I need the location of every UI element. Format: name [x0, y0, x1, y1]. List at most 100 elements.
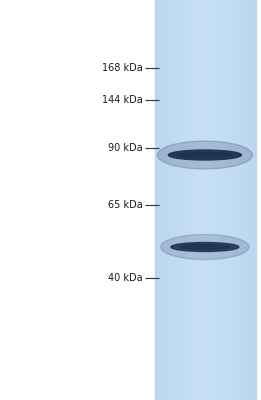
- Bar: [159, 0, 160, 400]
- Bar: [226, 0, 227, 400]
- Bar: [194, 0, 195, 400]
- Bar: [199, 0, 200, 400]
- Bar: [253, 0, 254, 400]
- Bar: [163, 0, 164, 400]
- Bar: [158, 0, 159, 400]
- Bar: [180, 0, 181, 400]
- Bar: [162, 0, 163, 400]
- Bar: [242, 0, 243, 400]
- Bar: [169, 0, 170, 400]
- Bar: [210, 0, 211, 400]
- Bar: [183, 0, 184, 400]
- Bar: [236, 0, 237, 400]
- Bar: [232, 0, 233, 400]
- Bar: [165, 0, 166, 400]
- Bar: [208, 0, 209, 400]
- Bar: [241, 0, 242, 400]
- Bar: [231, 0, 232, 400]
- Ellipse shape: [177, 152, 232, 158]
- Bar: [216, 0, 217, 400]
- Bar: [244, 0, 245, 400]
- Bar: [255, 0, 256, 400]
- Bar: [227, 0, 228, 400]
- Bar: [184, 0, 185, 400]
- Bar: [168, 0, 169, 400]
- Bar: [181, 0, 182, 400]
- Bar: [174, 0, 175, 400]
- Bar: [205, 0, 206, 400]
- Bar: [233, 0, 234, 400]
- Bar: [246, 0, 247, 400]
- Bar: [206, 0, 207, 400]
- Ellipse shape: [171, 242, 239, 252]
- Bar: [161, 0, 162, 400]
- Bar: [250, 0, 251, 400]
- Bar: [215, 0, 216, 400]
- Bar: [160, 0, 161, 400]
- Bar: [239, 0, 240, 400]
- Bar: [164, 0, 165, 400]
- Bar: [178, 0, 179, 400]
- Bar: [177, 0, 178, 400]
- Bar: [228, 0, 229, 400]
- Bar: [248, 0, 249, 400]
- Bar: [221, 0, 222, 400]
- Bar: [201, 0, 202, 400]
- Bar: [212, 0, 213, 400]
- Bar: [176, 0, 177, 400]
- Bar: [222, 0, 223, 400]
- Bar: [230, 0, 231, 400]
- Bar: [213, 0, 214, 400]
- Bar: [197, 0, 198, 400]
- Bar: [188, 0, 189, 400]
- Bar: [193, 0, 194, 400]
- Ellipse shape: [180, 245, 230, 249]
- Bar: [179, 0, 180, 400]
- Bar: [214, 0, 215, 400]
- Bar: [202, 0, 203, 400]
- Bar: [240, 0, 241, 400]
- Bar: [196, 0, 197, 400]
- Bar: [254, 0, 255, 400]
- Bar: [156, 0, 157, 400]
- Bar: [171, 0, 172, 400]
- Bar: [189, 0, 190, 400]
- Bar: [200, 0, 201, 400]
- Text: 65 kDa: 65 kDa: [108, 200, 143, 210]
- Bar: [191, 0, 192, 400]
- Ellipse shape: [157, 141, 252, 169]
- Bar: [219, 0, 220, 400]
- Text: 168 kDa: 168 kDa: [102, 63, 143, 73]
- Bar: [172, 0, 173, 400]
- Bar: [198, 0, 199, 400]
- Bar: [238, 0, 239, 400]
- Bar: [224, 0, 225, 400]
- Bar: [243, 0, 244, 400]
- Bar: [237, 0, 238, 400]
- Bar: [204, 0, 205, 400]
- Bar: [157, 0, 158, 400]
- Bar: [186, 0, 187, 400]
- Bar: [187, 0, 188, 400]
- Bar: [182, 0, 183, 400]
- Bar: [192, 0, 193, 400]
- Bar: [167, 0, 168, 400]
- Bar: [170, 0, 171, 400]
- Bar: [190, 0, 191, 400]
- Bar: [245, 0, 246, 400]
- Bar: [173, 0, 174, 400]
- Bar: [166, 0, 167, 400]
- Bar: [211, 0, 212, 400]
- Bar: [252, 0, 253, 400]
- Bar: [195, 0, 196, 400]
- Bar: [234, 0, 235, 400]
- Ellipse shape: [161, 234, 249, 260]
- Bar: [209, 0, 210, 400]
- Text: 40 kDa: 40 kDa: [108, 273, 143, 283]
- Ellipse shape: [168, 150, 241, 160]
- Bar: [218, 0, 219, 400]
- Bar: [223, 0, 224, 400]
- Bar: [207, 0, 208, 400]
- Bar: [247, 0, 248, 400]
- Bar: [203, 0, 204, 400]
